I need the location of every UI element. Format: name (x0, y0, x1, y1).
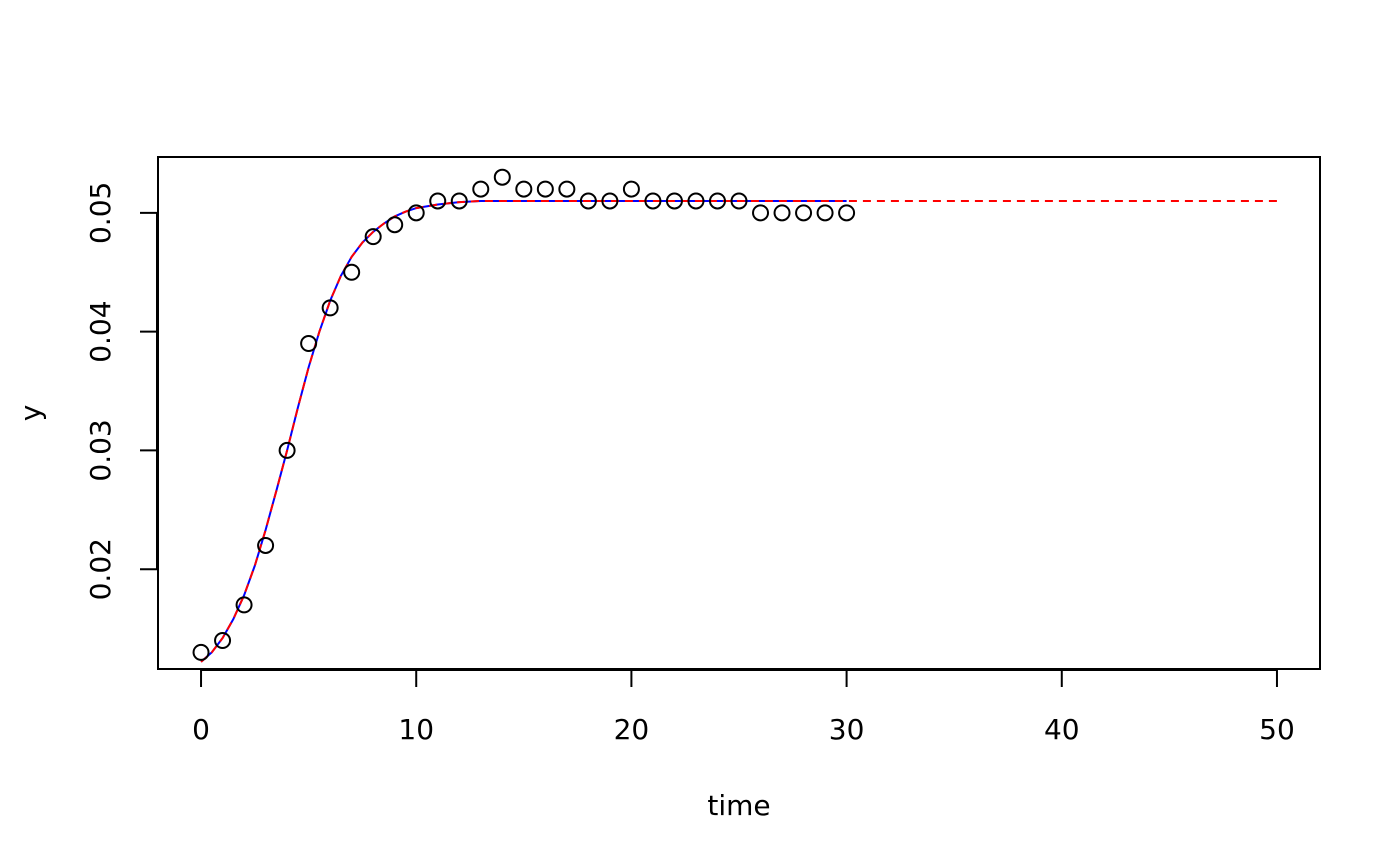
x-tick-label: 40 (1044, 713, 1080, 746)
data-point (708, 192, 726, 210)
data-point (816, 204, 834, 222)
y-tick-label: 0.02 (84, 538, 117, 600)
data-point (644, 192, 662, 210)
solid-curve (200, 199, 847, 663)
data-point (665, 192, 683, 210)
data-point (493, 168, 511, 186)
data-point (601, 192, 619, 210)
data-point (515, 180, 533, 198)
y-tick-label: 0.03 (84, 419, 117, 481)
data-point (752, 204, 770, 222)
data-point (192, 643, 210, 661)
data-point (687, 192, 705, 210)
data-point (364, 228, 382, 246)
x-tick-label: 30 (829, 713, 865, 746)
data-point (343, 263, 361, 281)
points-layer (192, 168, 856, 661)
data-point (558, 180, 576, 198)
data-point (321, 299, 339, 317)
dashed-curve (200, 199, 1277, 663)
x-axis-label: time (707, 789, 770, 822)
data-point (235, 596, 253, 614)
x-tick-label: 10 (398, 713, 434, 746)
y-tick-label: 0.04 (84, 300, 117, 362)
data-point (773, 204, 791, 222)
data-point (429, 192, 447, 210)
plot-frame (157, 156, 1321, 670)
data-point (278, 441, 296, 459)
y-tick-label: 0.05 (84, 182, 117, 244)
data-point (386, 216, 404, 234)
data-point (622, 180, 640, 198)
x-tick-label: 20 (614, 713, 650, 746)
data-point (838, 204, 856, 222)
data-point (407, 204, 425, 222)
x-tick-label: 50 (1259, 713, 1295, 746)
data-point (730, 192, 748, 210)
y-axis: 0.02 0.03 0.04 0.05 (84, 182, 158, 600)
data-point (579, 192, 597, 210)
x-tick-label: 0 (192, 713, 210, 746)
x-axis: 0 10 20 30 40 50 (192, 669, 1295, 746)
data-point (450, 192, 468, 210)
data-point (795, 204, 813, 222)
data-point (257, 536, 275, 554)
data-point (472, 180, 490, 198)
data-point (536, 180, 554, 198)
series-layer (200, 199, 1277, 663)
y-axis-label: y (14, 405, 47, 422)
data-point (214, 631, 232, 649)
data-point (300, 335, 318, 353)
